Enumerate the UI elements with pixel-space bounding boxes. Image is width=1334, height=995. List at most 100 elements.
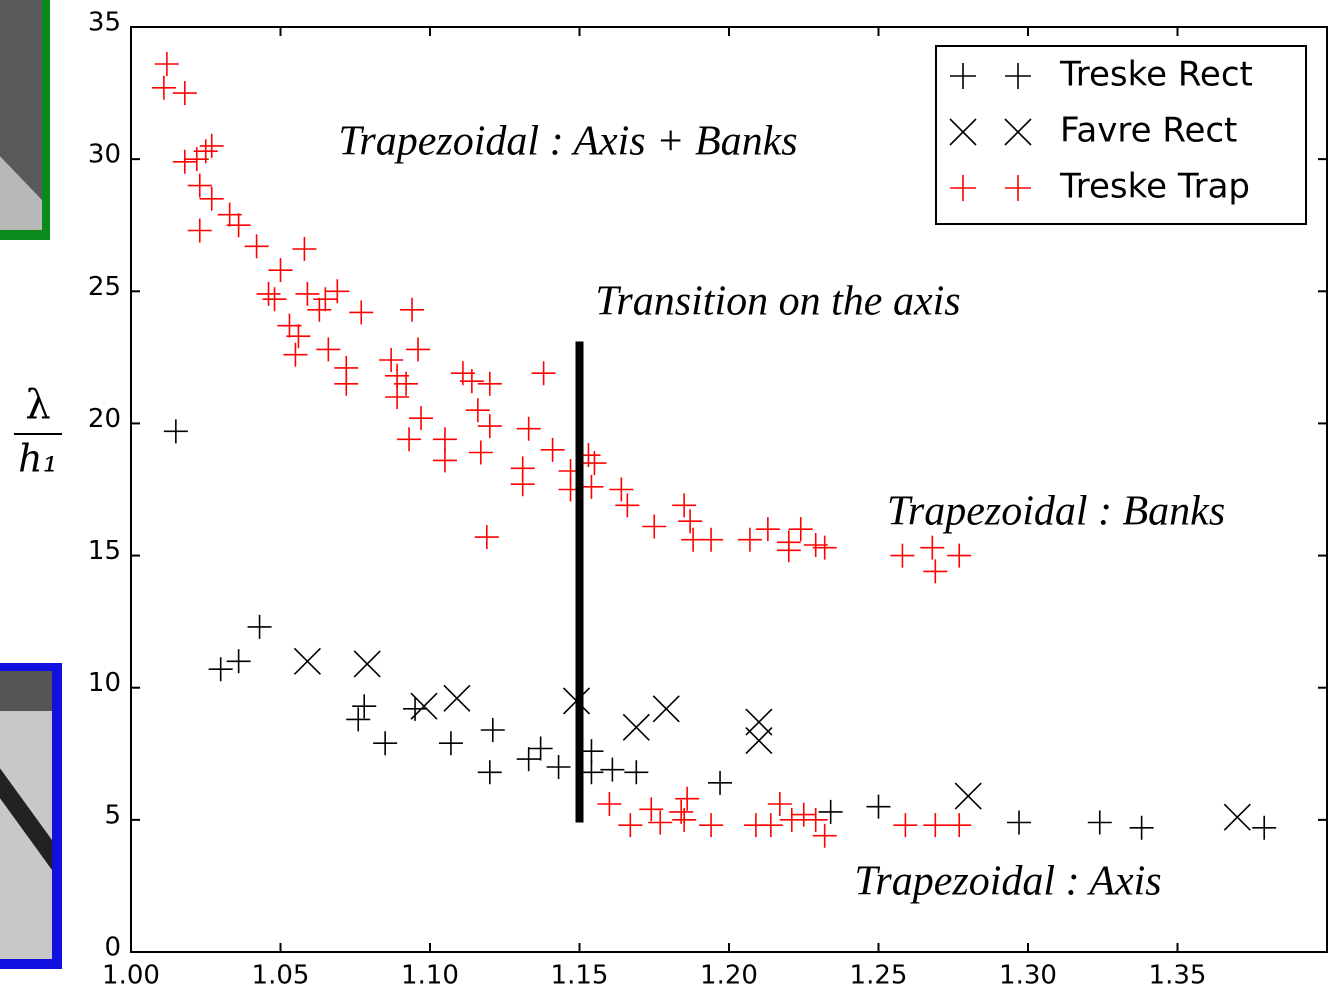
marker bbox=[803, 533, 828, 557]
y-tick-label: 15 bbox=[88, 536, 121, 566]
y-tick-label: 25 bbox=[88, 272, 121, 302]
marker bbox=[745, 708, 773, 736]
marker bbox=[277, 313, 302, 338]
marker bbox=[767, 792, 792, 816]
x-tick-label: 1.05 bbox=[252, 961, 310, 991]
legend-marker bbox=[1004, 118, 1032, 146]
marker bbox=[151, 75, 176, 100]
marker bbox=[923, 813, 948, 838]
marker bbox=[468, 440, 493, 465]
legend: Treske Rect Favre Rect Treske Trap bbox=[935, 45, 1307, 225]
annotation: Trapezoidal : Axis + Banks bbox=[338, 119, 797, 165]
marker bbox=[812, 823, 837, 848]
legend-box bbox=[935, 45, 1307, 225]
marker bbox=[400, 297, 425, 322]
marker bbox=[477, 760, 502, 785]
x-tick-label: 1.25 bbox=[850, 961, 908, 991]
marker bbox=[812, 535, 837, 560]
y-tick-label: 35 bbox=[88, 8, 121, 38]
marker bbox=[675, 786, 700, 811]
marker bbox=[699, 813, 724, 838]
x-tick-label: 1.10 bbox=[401, 961, 459, 991]
marker bbox=[954, 782, 982, 810]
legend-marker bbox=[1005, 175, 1031, 201]
legend-marker bbox=[950, 63, 976, 89]
marker bbox=[316, 337, 341, 362]
marker bbox=[516, 747, 541, 772]
y-tick-label: 5 bbox=[104, 800, 121, 830]
marker bbox=[890, 543, 915, 568]
marker bbox=[639, 797, 664, 822]
legend-label: Treske Rect bbox=[1059, 55, 1253, 95]
marker bbox=[923, 559, 948, 584]
legend-label: Favre Rect bbox=[1060, 111, 1237, 151]
marker bbox=[672, 807, 697, 832]
marker bbox=[465, 398, 490, 423]
marker bbox=[349, 300, 374, 325]
marker bbox=[480, 718, 505, 742]
marker bbox=[256, 281, 281, 306]
photo-detail bbox=[0, 671, 52, 711]
marker bbox=[624, 760, 649, 785]
series bbox=[163, 419, 1277, 840]
marker bbox=[920, 535, 945, 560]
marker bbox=[893, 813, 918, 838]
marker bbox=[295, 281, 320, 306]
marker bbox=[510, 472, 535, 497]
marker bbox=[268, 258, 293, 283]
x-tick-label: 1.15 bbox=[551, 961, 609, 991]
marker bbox=[678, 509, 703, 534]
marker bbox=[1007, 810, 1032, 835]
marker bbox=[410, 692, 438, 720]
marker bbox=[217, 202, 242, 227]
marker bbox=[652, 695, 680, 723]
marker bbox=[313, 287, 338, 312]
marker bbox=[244, 234, 269, 259]
photo-detail bbox=[0, 768, 52, 870]
marker bbox=[622, 713, 650, 741]
marker bbox=[286, 324, 311, 349]
marker bbox=[283, 342, 308, 367]
marker bbox=[172, 81, 197, 106]
annotation: Trapezoidal : Banks bbox=[887, 489, 1225, 535]
inset-photo-bottom bbox=[0, 663, 62, 969]
marker bbox=[292, 237, 317, 261]
marker bbox=[353, 650, 381, 678]
legend-label: Treske Trap bbox=[1059, 167, 1250, 207]
y-tick-label: 20 bbox=[88, 404, 121, 434]
y-tick-label: 30 bbox=[88, 140, 121, 170]
legend-marker bbox=[950, 175, 976, 201]
marker bbox=[373, 731, 398, 756]
marker bbox=[600, 757, 625, 782]
series bbox=[293, 647, 1251, 831]
marker bbox=[546, 755, 571, 779]
marker bbox=[477, 414, 502, 439]
marker bbox=[438, 731, 463, 756]
marker bbox=[1223, 803, 1251, 831]
y-tick-label: 0 bbox=[104, 933, 121, 963]
marker bbox=[226, 649, 251, 674]
marker bbox=[226, 213, 251, 238]
marker bbox=[745, 727, 773, 755]
marker bbox=[163, 419, 188, 444]
marker bbox=[397, 427, 422, 452]
annotation: Transition on the axis bbox=[595, 279, 960, 325]
marker bbox=[1129, 815, 1154, 840]
marker bbox=[615, 493, 640, 518]
marker bbox=[443, 684, 471, 712]
marker bbox=[818, 799, 843, 824]
marker bbox=[394, 371, 419, 396]
marker bbox=[208, 657, 233, 682]
x-tick-label: 1.20 bbox=[700, 961, 758, 991]
marker bbox=[432, 427, 457, 452]
marker bbox=[293, 647, 321, 675]
marker bbox=[193, 139, 218, 164]
x-tick-label: 1.35 bbox=[1149, 961, 1207, 991]
marker bbox=[609, 477, 634, 502]
marker bbox=[154, 52, 179, 76]
x-tick-label: 1.00 bbox=[102, 961, 160, 991]
marker bbox=[346, 707, 371, 732]
marker bbox=[307, 297, 332, 322]
marker bbox=[432, 448, 457, 473]
